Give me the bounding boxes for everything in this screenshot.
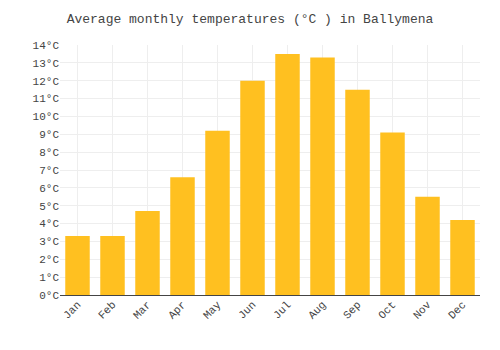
- svg-text:13°C: 13°C: [33, 58, 60, 70]
- svg-text:10°C: 10°C: [33, 111, 60, 123]
- svg-text:Mar: Mar: [131, 299, 153, 321]
- svg-text:Sep: Sep: [341, 299, 363, 321]
- svg-text:1°C: 1°C: [39, 272, 59, 284]
- svg-text:7°C: 7°C: [39, 165, 59, 177]
- svg-text:May: May: [201, 299, 224, 322]
- svg-text:Jan: Jan: [61, 299, 83, 321]
- svg-text:Nov: Nov: [411, 299, 434, 322]
- svg-text:0°C: 0°C: [39, 290, 59, 302]
- svg-text:3°C: 3°C: [39, 236, 59, 248]
- svg-text:Jun: Jun: [236, 299, 258, 321]
- svg-text:9°C: 9°C: [39, 129, 59, 141]
- svg-text:2°C: 2°C: [39, 254, 59, 266]
- svg-text:Feb: Feb: [96, 299, 118, 321]
- svg-text:Average monthly temperatures (: Average monthly temperatures (°C ) in Ba…: [67, 12, 434, 27]
- svg-text:Dec: Dec: [446, 299, 468, 321]
- svg-text:Apr: Apr: [166, 299, 188, 321]
- svg-text:4°C: 4°C: [39, 218, 59, 230]
- svg-text:Jul: Jul: [271, 299, 293, 321]
- svg-text:Aug: Aug: [306, 299, 328, 321]
- svg-text:11°C: 11°C: [33, 93, 60, 105]
- svg-text:5°C: 5°C: [39, 201, 59, 213]
- svg-text:12°C: 12°C: [33, 76, 60, 88]
- svg-text:14°C: 14°C: [33, 40, 60, 52]
- svg-text:6°C: 6°C: [39, 183, 59, 195]
- svg-text:8°C: 8°C: [39, 147, 59, 159]
- svg-text:Oct: Oct: [376, 299, 398, 321]
